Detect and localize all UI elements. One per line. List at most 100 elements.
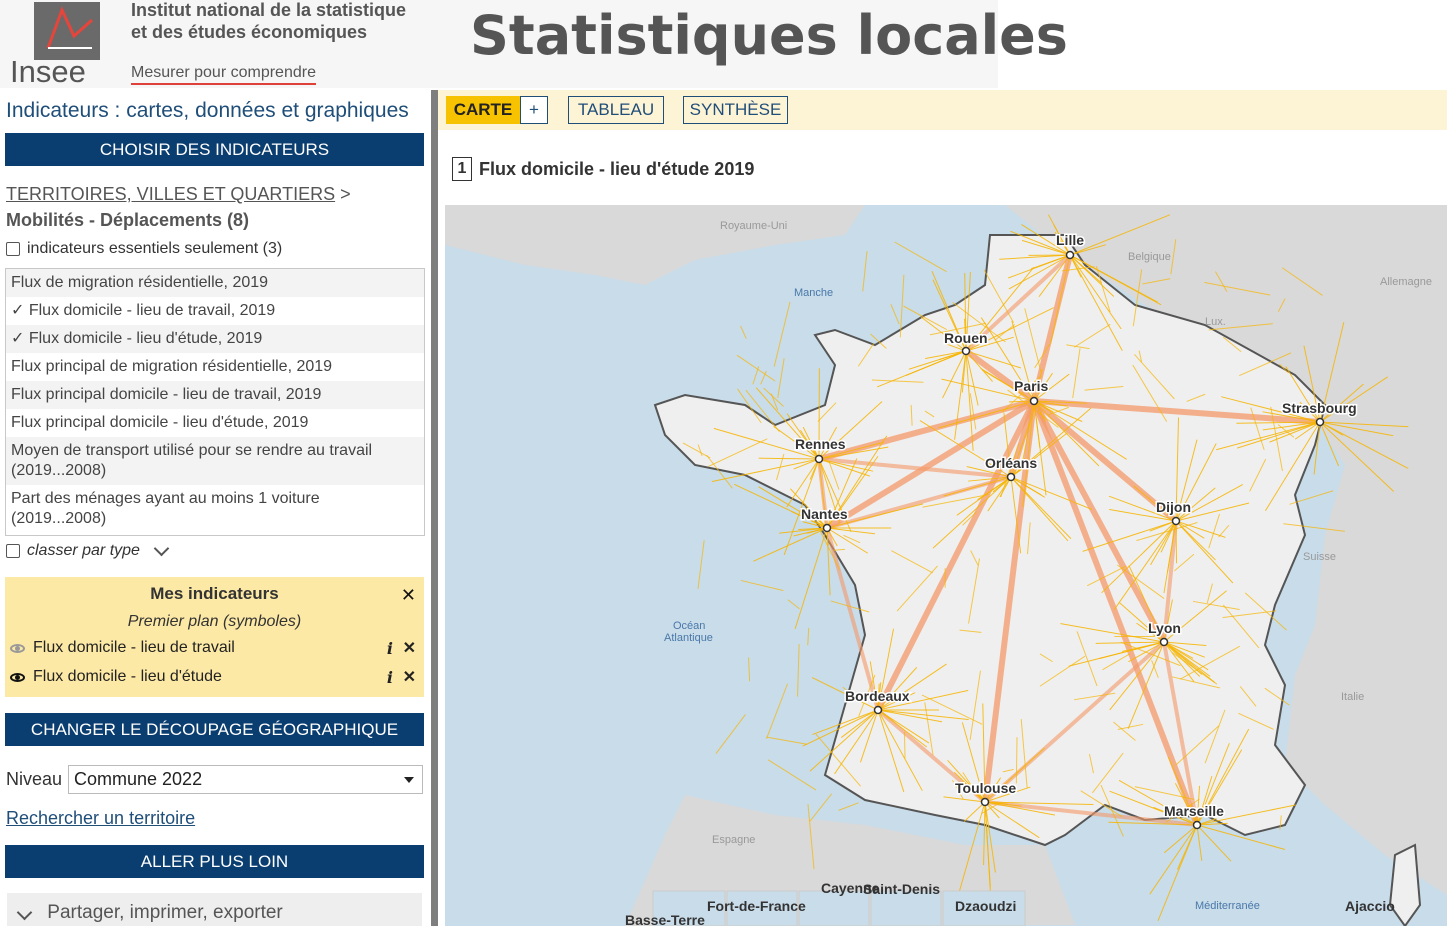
- eye-icon[interactable]: [10, 643, 25, 653]
- flow-line: [908, 350, 967, 370]
- flow-line: [809, 709, 879, 772]
- close-icon[interactable]: ✕: [400, 585, 416, 606]
- my-indicator-label: Flux domicile - lieu d'étude: [33, 668, 222, 685]
- eye-icon[interactable]: [10, 672, 25, 682]
- flow-line: [737, 388, 762, 423]
- flow-line: [1175, 484, 1243, 522]
- essential-only-checkbox[interactable]: indicateurs essentiels seulement (3): [6, 240, 282, 258]
- country-label: Espagne: [712, 834, 755, 846]
- my-indicator-item: Flux domicile - lieu de travail i ✕: [10, 638, 420, 658]
- flow-line: [981, 317, 1035, 402]
- flow-line: [877, 709, 923, 791]
- choose-indicators-button[interactable]: CHOISIR DES INDICATEURS: [5, 133, 424, 166]
- tab-carte[interactable]: CARTE: [446, 96, 520, 124]
- overseas-label: Fort-de-France: [707, 898, 806, 914]
- flow-line: [858, 674, 876, 717]
- flow-line: [1204, 709, 1226, 764]
- add-map-button[interactable]: +: [520, 96, 548, 124]
- flow-line: [870, 333, 887, 349]
- flow-line: [826, 527, 876, 535]
- flow-line: [965, 307, 1054, 352]
- flow-line: [1072, 348, 1081, 399]
- checkbox-box[interactable]: [6, 544, 20, 558]
- tab-synthese[interactable]: SYNTHÈSE: [683, 96, 788, 124]
- flow-line: [877, 628, 894, 711]
- essential-only-label: indicateurs essentiels seulement (3): [27, 240, 283, 257]
- indicator-item[interactable]: Flux principal domicile - lieu d'étude, …: [11, 414, 309, 431]
- sort-by-type-checkbox[interactable]: classer par type: [6, 540, 170, 560]
- flow-line: [1319, 421, 1394, 437]
- flow-line: [1295, 421, 1321, 440]
- flow-line: [1206, 583, 1213, 604]
- flow-line: [877, 709, 969, 721]
- tab-tableau[interactable]: TABLEAU: [568, 96, 664, 124]
- uk-landmass: [445, 205, 865, 285]
- site-header: Insee Institut national de la statistiqu…: [0, 0, 1447, 89]
- flow-line: [1027, 522, 1031, 555]
- flow-line: [922, 494, 989, 508]
- sidebar-heading: Indicateurs : cartes, données et graphiq…: [6, 99, 409, 122]
- flow-line: [826, 456, 879, 529]
- flow-line: [758, 457, 820, 460]
- remove-icon[interactable]: ✕: [402, 640, 416, 657]
- flow-line: [931, 271, 967, 352]
- my-indicators-panel: Mes indicateurs ✕ Premier plan (symboles…: [5, 577, 424, 697]
- flow-line: [1175, 439, 1198, 522]
- dropdown-caret-icon: [404, 777, 414, 783]
- flow-line: [942, 350, 967, 399]
- flow-map[interactable]: Royaume-Uni Belgique Allemagne Lux. Suis…: [445, 205, 1447, 926]
- flow-line: [818, 458, 870, 477]
- flow-line: [987, 476, 1012, 512]
- overseas-label: Dzaoudzi: [955, 898, 1016, 914]
- share-print-export-toggle[interactable]: Partager, imprimer, exporter: [7, 893, 422, 926]
- flow-line: [965, 350, 979, 406]
- indicator-item[interactable]: Flux principal de migration résidentiell…: [11, 358, 333, 375]
- indicator-item[interactable]: Flux de migration résidentielle, 2019: [6, 269, 424, 297]
- indicator-item[interactable]: Part des ménages ayant au moins 1 voitur…: [11, 490, 320, 527]
- info-icon[interactable]: i: [386, 667, 393, 687]
- panel-splitter[interactable]: [431, 90, 438, 926]
- breadcrumb-link-territories[interactable]: TERRITOIRES, VILLES ET QUARTIERS: [6, 184, 336, 204]
- flow-line: [1033, 373, 1070, 402]
- change-geography-button[interactable]: CHANGER LE DÉCOUPAGE GÉOGRAPHIQUE: [5, 713, 424, 746]
- flow-line: [760, 370, 767, 385]
- go-further-button[interactable]: ALLER PLUS LOIN: [5, 845, 424, 878]
- level-select[interactable]: Commune 2022: [68, 765, 423, 794]
- map-title-text: Flux domicile - lieu d'étude 2019: [479, 158, 755, 179]
- breadcrumb-current: Mobilités - Déplacements (8): [6, 210, 250, 230]
- flow-line: [1240, 686, 1257, 707]
- italy-landmass: [1325, 805, 1447, 895]
- info-icon[interactable]: i: [386, 638, 393, 658]
- flow-line: [802, 709, 879, 747]
- checkbox-box[interactable]: [6, 242, 20, 256]
- flow-line: [896, 565, 938, 612]
- flow-line: [969, 670, 981, 741]
- flow-line: [826, 527, 868, 554]
- flow-line: [1175, 502, 1250, 522]
- flow-line: [960, 781, 986, 803]
- indicator-item[interactable]: Flux principal domicile - lieu de travai…: [6, 381, 424, 409]
- insee-logo[interactable]: Insee: [8, 2, 100, 89]
- flow-line: [748, 657, 751, 682]
- indicator-item[interactable]: ✓ Flux domicile - lieu d'étude, 2019: [6, 325, 424, 353]
- flow-line: [964, 253, 1072, 353]
- overseas-label: Basse-Terre: [625, 912, 705, 926]
- indicator-item[interactable]: ✓ Flux domicile - lieu de travail, 2019: [11, 302, 276, 319]
- flow-line: [1172, 652, 1218, 685]
- chevron-down-icon[interactable]: [153, 540, 170, 556]
- map-canvas[interactable]: Royaume-Uni Belgique Allemagne Lux. Suis…: [445, 205, 1447, 926]
- remove-icon[interactable]: ✕: [402, 669, 416, 686]
- flow-line: [1196, 743, 1230, 826]
- flow-line: [1136, 522, 1198, 541]
- flow-line: [965, 271, 971, 352]
- flow-line: [924, 350, 967, 360]
- flow-line: [1237, 421, 1321, 449]
- flow-line: [899, 274, 905, 338]
- flow-line: [1061, 266, 1095, 272]
- flow-line: [1007, 389, 1059, 428]
- search-territory-link[interactable]: Rechercher un territoire: [6, 808, 196, 828]
- flow-line: [708, 438, 768, 467]
- flow-line: [1175, 417, 1180, 522]
- indicator-item[interactable]: Moyen de transport utilisé pour se rendr…: [6, 437, 424, 485]
- flow-line: [970, 550, 979, 566]
